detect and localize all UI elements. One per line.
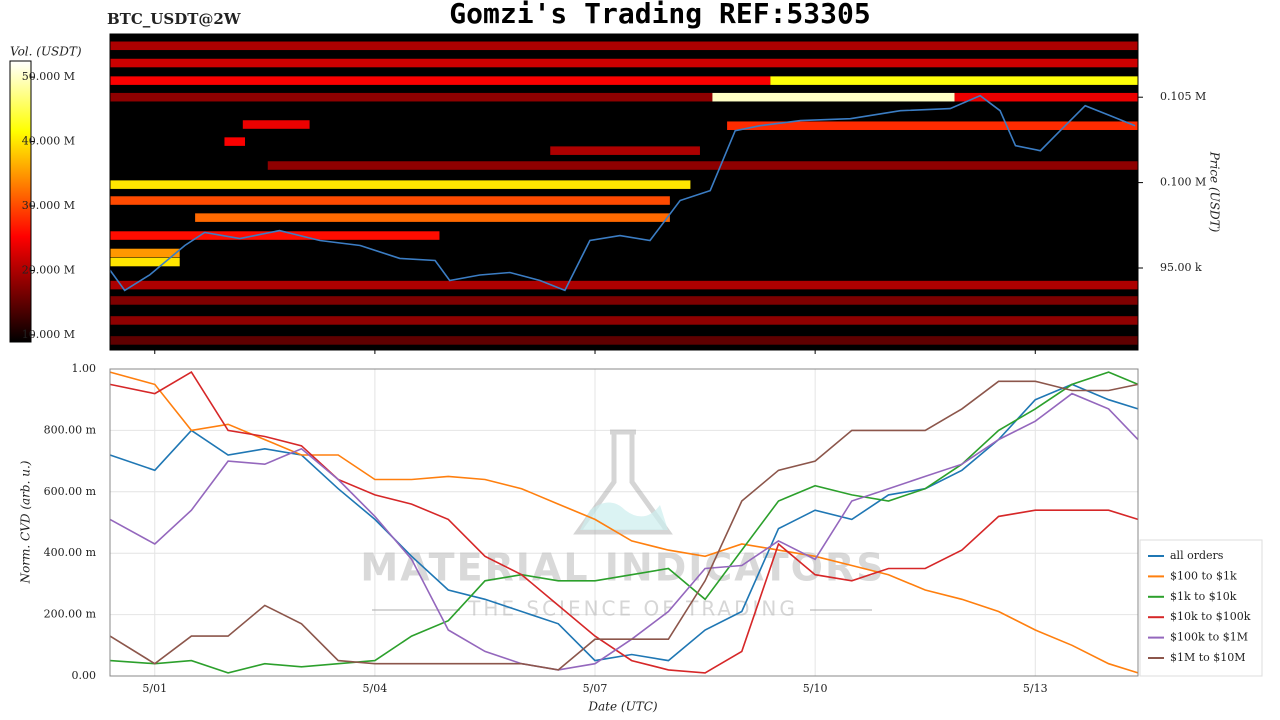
colorbar-tick-label: 40.000 M: [22, 135, 75, 148]
cvd-line: [109, 383, 1139, 662]
liquidity-band: [712, 92, 955, 102]
x-axis-label: Date (UTC): [587, 700, 657, 714]
liquidity-band: [110, 316, 1138, 325]
liquidity-band: [224, 137, 246, 146]
legend-label: $100k to $1M: [1170, 631, 1248, 644]
liquidity-band: [110, 58, 1138, 68]
plot-frame: [109, 368, 1139, 677]
cvd-line: [109, 371, 1139, 674]
x-tick-label: 5/07: [583, 682, 608, 695]
cvd-axis-label: Norm. CVD (arb. u.): [19, 460, 33, 584]
price-line: [109, 94, 1136, 292]
colorbar-tick-label: 30.000 M: [22, 199, 75, 212]
y-tick-label: 400.00 m: [44, 546, 97, 559]
heatmap-frame: [109, 33, 1139, 351]
page-title: Gomzi's Trading REF:53305: [449, 0, 870, 30]
x-tick-label: 5/04: [363, 682, 388, 695]
liquidity-band: [110, 76, 771, 85]
y-tick-label: 0.105 M: [1160, 90, 1206, 103]
liquidity-band: [727, 121, 1138, 130]
colorbar-tick-label: 10.000 M: [22, 328, 75, 341]
legend-label: $1k to $10k: [1170, 590, 1237, 603]
colorbar-tick-label: 50.000 M: [22, 70, 75, 83]
legend-label: $100 to $1k: [1170, 569, 1237, 582]
liquidity-band: [110, 92, 713, 102]
y-tick-label: 600.00 m: [44, 485, 97, 498]
y-tick-label: 0.00: [72, 669, 97, 682]
watermark-subtitle: THE SCIENCE OF TRADING: [467, 597, 798, 621]
liquidity-band: [267, 161, 1138, 170]
liquidity-band: [195, 213, 670, 222]
liquidity-band: [110, 41, 1138, 51]
cvd-line: [109, 380, 1139, 671]
legend-label: all orders: [1170, 549, 1224, 562]
liquidity-band: [110, 231, 440, 240]
y-tick-label: 1.00: [72, 362, 97, 375]
legend-box: [1139, 539, 1263, 677]
colorbar-label: Vol. (USDT): [10, 45, 82, 59]
liquidity-band: [110, 280, 1138, 290]
y-tick-label: 800.00 m: [44, 423, 97, 436]
y-tick-label: 0.100 M: [1160, 176, 1206, 189]
liquidity-band: [110, 257, 180, 267]
liquidity-band: [770, 76, 1138, 85]
liquidity-band: [110, 248, 180, 258]
liquidity-band: [110, 296, 1138, 305]
y-tick-label: 95.00 k: [1160, 261, 1202, 274]
legend-label: $10k to $100k: [1170, 610, 1251, 623]
colorbar-tick-label: 20.000 M: [22, 263, 75, 276]
colorbar: [9, 60, 32, 343]
liquidity-band: [110, 336, 1138, 345]
price-axis-label: Price (USDT): [1208, 151, 1222, 233]
legend-label: $1M to $10M: [1170, 651, 1246, 664]
liquidity-band: [242, 120, 310, 129]
liquidity-band: [110, 196, 670, 205]
liquidity-band: [954, 92, 1138, 102]
x-tick-label: 5/13: [1023, 682, 1048, 695]
liquidity-band: [110, 180, 691, 189]
x-tick-label: 5/10: [803, 682, 828, 695]
y-tick-label: 200.00 m: [44, 608, 97, 621]
liquidity-band: [550, 146, 700, 155]
market-label: BTC_USDT@2W: [107, 10, 242, 28]
cvd-line: [109, 371, 1139, 674]
x-tick-label: 5/01: [142, 682, 167, 695]
cvd-line: [109, 371, 1139, 674]
